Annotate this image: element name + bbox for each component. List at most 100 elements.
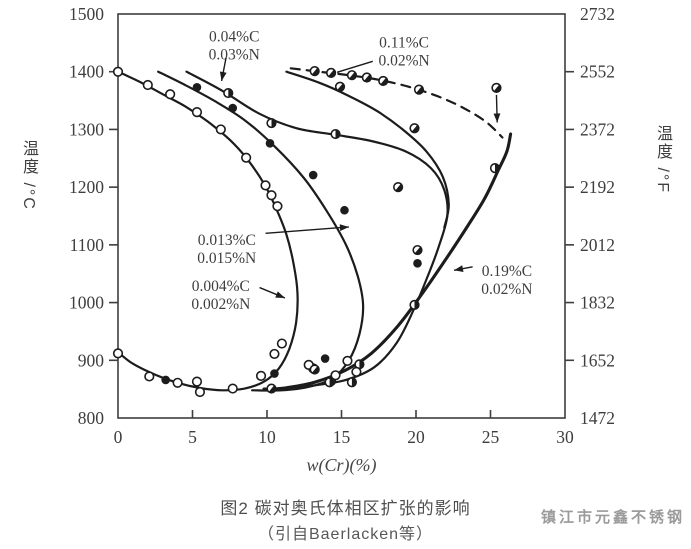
data-point-marker xyxy=(112,66,124,77)
series-curve-0 xyxy=(116,70,299,392)
x-axis-tick-label: 30 xyxy=(556,427,574,447)
data-point-marker xyxy=(191,376,203,387)
x-axis-tick-label: 10 xyxy=(258,427,276,447)
data-point-marker xyxy=(308,170,318,180)
y-axis-tick-label: 1500 xyxy=(69,4,104,24)
data-point-half-fill xyxy=(495,163,500,173)
annotation-arrow-head xyxy=(339,224,349,232)
data-point-marker xyxy=(340,205,349,215)
series-curve-1 xyxy=(157,70,365,392)
series-curve-4 xyxy=(285,70,450,229)
y-axis-tick-label: 1200 xyxy=(69,177,104,197)
y-axis-right-tick-label: 1652 xyxy=(580,350,615,370)
data-point-half-fill xyxy=(268,385,276,393)
x-axis-tick-label: 25 xyxy=(482,427,500,447)
data-point-marker xyxy=(260,180,271,191)
x-axis-tick-label: 20 xyxy=(407,427,425,447)
data-point-marker xyxy=(172,377,183,388)
data-point-marker xyxy=(228,103,238,113)
data-point-half-fill xyxy=(335,129,340,139)
data-point-marker xyxy=(241,152,252,163)
annotation-arrow-line xyxy=(265,226,350,235)
y-axis-right-title: 温度 /°F xyxy=(654,125,671,195)
data-point-marker xyxy=(265,138,275,148)
data-point-marker xyxy=(215,124,226,135)
data-point-marker xyxy=(413,259,422,268)
data-point-marker xyxy=(351,366,362,377)
data-point-marker xyxy=(227,383,238,394)
x-axis-tick-label: 0 xyxy=(114,427,123,447)
series-label-4: 0.19%C 0.02%N xyxy=(481,263,532,298)
y-axis-right-tick-label: 2732 xyxy=(580,4,615,24)
data-point-half-fill xyxy=(228,88,233,98)
data-point-marker xyxy=(266,190,277,201)
data-point-marker xyxy=(255,370,267,381)
y-axis-tick-label: 1300 xyxy=(69,119,104,139)
y-axis-tick-label: 1400 xyxy=(69,62,104,82)
data-point-half-fill xyxy=(414,300,419,310)
data-point-half-fill xyxy=(311,67,319,76)
annotation-arrow-head xyxy=(275,291,285,298)
data-point-marker xyxy=(192,82,202,92)
data-point-marker xyxy=(276,338,288,349)
data-point-marker xyxy=(269,348,280,360)
data-point-marker xyxy=(272,201,283,212)
data-point-marker xyxy=(191,107,203,118)
y-axis-right-tick-label: 2552 xyxy=(580,62,615,82)
data-point-half-fill xyxy=(416,86,424,94)
data-point-half-fill xyxy=(329,377,334,387)
data-point-marker xyxy=(161,375,170,385)
data-point-half-fill xyxy=(337,83,345,92)
y-axis-tick-label: 800 xyxy=(78,408,105,428)
series-label-1: 0.11%C 0.02%N xyxy=(378,34,429,69)
data-point-marker xyxy=(194,386,206,398)
y-axis-tick-label: 900 xyxy=(78,350,105,370)
watermark-text: 镇江市元鑫不锈钢 xyxy=(540,509,685,526)
x-axis-tick-label: 15 xyxy=(333,427,351,447)
data-point-marker xyxy=(144,371,155,382)
data-point-half-fill xyxy=(271,118,276,128)
figure-caption: 图2 碳对奥氏体相区扩张的影响 xyxy=(220,499,471,518)
y-axis-left-title: 温度 /°C xyxy=(20,140,37,211)
data-point-marker xyxy=(342,355,353,366)
data-point-half-fill xyxy=(359,360,364,369)
data-point-marker xyxy=(320,354,330,363)
data-point-half-fill xyxy=(411,125,419,133)
series-curve-2 xyxy=(185,70,449,389)
y-axis-tick-label: 1100 xyxy=(70,235,105,255)
data-point-marker xyxy=(165,89,176,100)
x-axis-title: w(Cr)(%) xyxy=(306,455,377,475)
data-point-marker xyxy=(270,369,279,378)
y-axis-tick-label: 1000 xyxy=(69,293,104,313)
y-axis-right-tick-label: 2372 xyxy=(580,119,615,139)
data-point-half-fill xyxy=(328,69,336,78)
annotation-arrow-head xyxy=(453,265,464,272)
data-point-half-fill xyxy=(311,366,319,374)
y-axis-right-tick-label: 2192 xyxy=(580,177,615,197)
y-axis-right-tick-label: 1472 xyxy=(580,408,615,428)
data-point-marker xyxy=(142,79,153,91)
data-point-half-fill xyxy=(364,74,372,82)
data-point-half-fill xyxy=(414,246,422,255)
x-axis-tick-label: 5 xyxy=(188,427,197,447)
data-point-half-fill xyxy=(351,377,357,387)
data-point-half-fill xyxy=(395,183,403,192)
data-point-half-fill xyxy=(380,77,388,85)
y-axis-right-tick-label: 1832 xyxy=(580,293,615,313)
data-point-marker xyxy=(330,370,341,381)
data-point-marker xyxy=(112,348,124,359)
y-axis-right-tick-label: 2012 xyxy=(580,235,615,255)
data-point-half-fill xyxy=(493,84,501,93)
series-label-0: 0.04%C 0.03%N xyxy=(209,29,260,64)
annotation-arrow-head xyxy=(493,113,501,123)
data-point-half-fill xyxy=(349,71,357,80)
annotation-arrow-line xyxy=(336,60,373,73)
figure-caption-source: （引自Baerlacken等） xyxy=(257,526,434,543)
series-curve-3 xyxy=(289,67,504,139)
annotation-arrow-head xyxy=(219,71,227,81)
series-curve-5 xyxy=(262,132,513,391)
series-label-3: 0.004%C 0.002%N xyxy=(191,278,250,313)
series-label-2: 0.013%C 0.015%N xyxy=(197,232,256,267)
